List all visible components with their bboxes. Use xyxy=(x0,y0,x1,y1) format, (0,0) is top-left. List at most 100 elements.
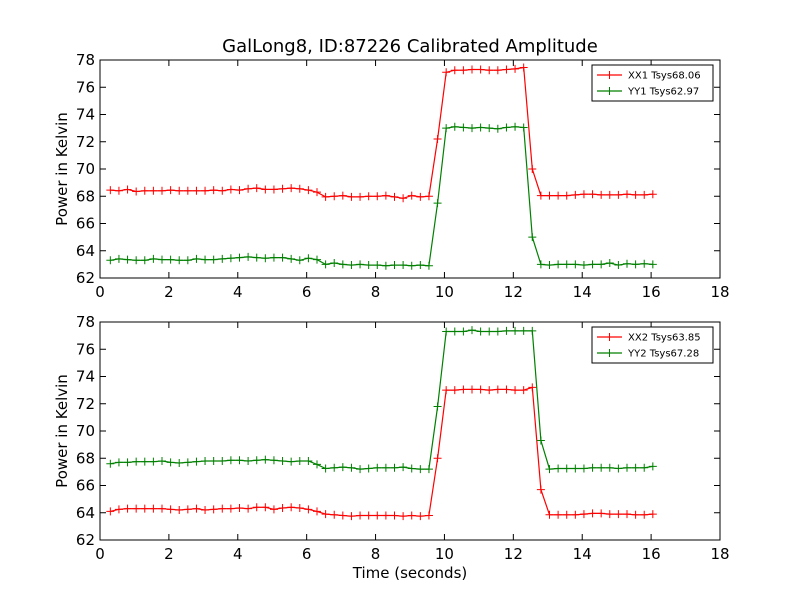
plot-1-series-1-point xyxy=(442,327,451,336)
plot-0-series-0-point xyxy=(106,186,115,195)
plot-0-legend-label-0: XX1 Tsys68.06 xyxy=(628,71,701,82)
plot-1-x-tick-label: 4 xyxy=(233,545,243,563)
plot-1-legend-marker-0 xyxy=(605,333,614,341)
plot-1-series-0-point xyxy=(424,511,433,520)
plot-1-x-tick-label: 0 xyxy=(95,545,105,563)
plot-0-series-1-point xyxy=(364,261,373,270)
plot-0-series-1-point xyxy=(519,123,528,132)
plot-1-series-1-point xyxy=(166,458,175,467)
plot-1-series-1-point xyxy=(244,456,253,465)
plot-1-series-0-point xyxy=(313,507,321,516)
plot-1-series-1-point xyxy=(597,463,606,472)
plot-1-series-1-point xyxy=(269,456,278,465)
plot-1-series-1-point xyxy=(623,463,631,472)
plot-1-series-0-point xyxy=(321,510,330,519)
plot-1-series-1-point xyxy=(278,456,287,465)
plot-1-series-1-point xyxy=(493,327,502,336)
plot-0-series-0-point xyxy=(493,66,502,75)
plot-0-series-1-point xyxy=(330,259,339,268)
plot-0-series-1-point xyxy=(476,123,485,132)
plot-1-series-0-point xyxy=(261,503,270,512)
plot-0-series-0-point xyxy=(166,186,175,195)
plot-1-series-1-point xyxy=(209,456,218,465)
plot-0-y-tick-label: 74 xyxy=(76,106,95,124)
plot-0-x-tick-label: 10 xyxy=(435,283,454,301)
plot-0-series-1-point xyxy=(158,255,166,264)
plot-1-series-0-point xyxy=(381,511,390,520)
plot-0-x-tick-label: 16 xyxy=(642,283,661,301)
plot-0-x-tick-label: 14 xyxy=(573,283,592,301)
plot-1-series-1-point xyxy=(158,456,166,465)
plot-0-series-0-point xyxy=(562,191,571,200)
plot-0-series-1-point xyxy=(244,252,253,261)
plot-1-series-0-point xyxy=(158,504,166,513)
plot-0-series-1-point xyxy=(295,256,304,265)
plot-1-series-1-point xyxy=(631,463,640,472)
plot-1-series-0-point xyxy=(183,505,192,514)
plot-1-series-1-point xyxy=(192,457,201,466)
plot-0-x-tick-label: 6 xyxy=(302,283,312,301)
plot-0-series-1-point xyxy=(468,124,476,133)
plot-0-legend-marker-0 xyxy=(605,71,614,79)
plot-1-series-1-point xyxy=(132,457,141,466)
plot-1-series-1-point xyxy=(313,460,321,469)
plot-1-series-0-point xyxy=(545,510,554,519)
plot-1-axes-frame xyxy=(99,321,721,541)
plot-1-series-0-point xyxy=(399,512,408,521)
plot-1-series-0-point xyxy=(416,512,425,521)
plot-0-series-1-point xyxy=(252,253,261,262)
plot-1-y-tick-label: 64 xyxy=(76,504,95,522)
plot-1-series-0-point xyxy=(226,504,235,513)
plot-1-series-1-point xyxy=(476,327,485,336)
plot-1-legend: XX2 Tsys63.85 YY2 Tsys67.28 xyxy=(591,326,714,364)
plot-1-series-1-point xyxy=(295,456,304,465)
plot-1-y-tick-label: 76 xyxy=(76,340,95,358)
plot-0-series-0-point xyxy=(554,191,563,200)
plot-1-series-1-point xyxy=(554,464,563,473)
plot-0-series-0-point xyxy=(304,186,313,195)
plot-1-series-1-point xyxy=(502,326,511,335)
plot-0-series-0-point xyxy=(218,186,227,195)
plot-0-series-0-point xyxy=(459,66,468,75)
plot-1-series-1-point xyxy=(287,457,296,466)
plot-0-series-0-point xyxy=(511,64,520,73)
plot-0-series-1-point xyxy=(511,122,520,131)
plot-0-series-0-point xyxy=(433,135,442,144)
plot-1-series-1-point xyxy=(459,327,468,336)
plot-0-legend-box xyxy=(591,64,714,102)
plot-0-legend: XX1 Tsys68.06 YY1 Tsys62.97 xyxy=(591,64,714,102)
plot-0-series-0-point xyxy=(519,63,528,72)
plot-0-series-1-point xyxy=(536,260,545,269)
plot-0-series-0-point xyxy=(373,192,382,201)
plot-0-series-0-point xyxy=(588,190,597,199)
plot-1-series-1-point xyxy=(640,463,649,472)
plot-0-series-1-point xyxy=(261,254,270,263)
plot-1-series-1-point xyxy=(183,458,192,467)
plot-0-series-1-point xyxy=(149,254,158,263)
plot-1-y-tick-label: 74 xyxy=(76,368,95,386)
plot-0-series-1-point xyxy=(424,261,433,270)
plot-1-series-0-point xyxy=(623,510,631,519)
plot-0-axes-frame xyxy=(99,59,721,279)
plot-0-x-tick-label: 12 xyxy=(504,283,523,301)
plot-0-series-0-point xyxy=(597,190,606,199)
plot-0-series-1-point xyxy=(597,260,606,269)
plot-0-series-1-point xyxy=(106,256,115,265)
plot-1-series-1-point xyxy=(261,455,270,464)
plot-1-y-tick-label: 66 xyxy=(76,477,95,495)
plot-0-series-0-point xyxy=(313,188,321,197)
plot-1-series-1-point xyxy=(545,465,554,474)
plot-0-y-tick-label: 64 xyxy=(76,242,95,260)
plot-1-legend-box xyxy=(591,326,714,364)
plot-1-series-0-point xyxy=(562,510,571,519)
plot-0-y-tick-label: 68 xyxy=(76,187,95,205)
plot-1-series-0-point xyxy=(347,512,356,521)
plot-0-series-0-point xyxy=(123,185,132,194)
plot-1-series-0-point xyxy=(433,454,442,463)
plot-1-series-1-point xyxy=(390,463,399,472)
plot-0-series-0-point xyxy=(381,191,390,200)
plot-0-series-1-point xyxy=(407,261,416,270)
plot-0-series-1-point xyxy=(528,233,537,242)
plot-1-series-0-point xyxy=(493,385,502,394)
plot-0-series-1-point xyxy=(579,261,588,270)
